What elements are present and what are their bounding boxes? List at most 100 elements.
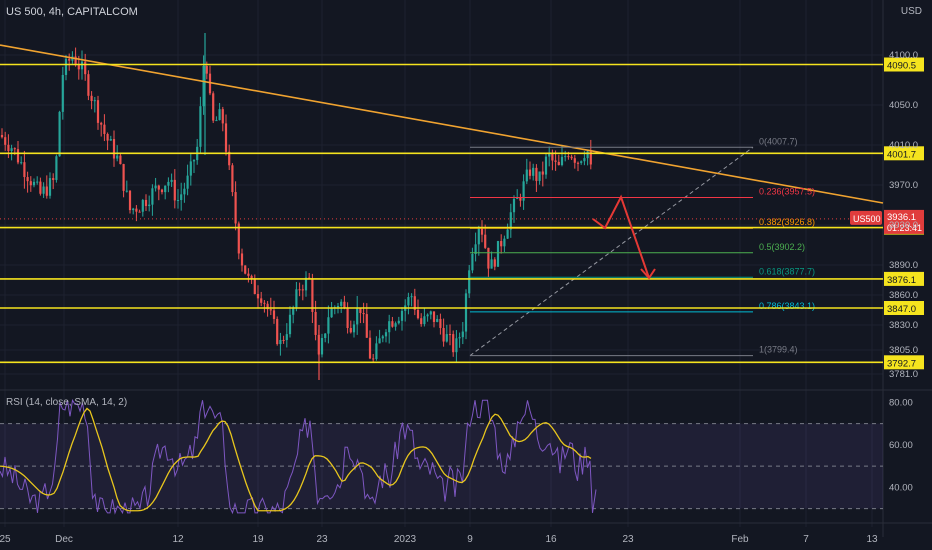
candle-up bbox=[509, 212, 512, 230]
candle-down bbox=[74, 56, 77, 66]
level-price-badge bbox=[884, 271, 924, 286]
candle-up bbox=[218, 109, 221, 121]
time-tick-label: 7 bbox=[803, 534, 809, 545]
time-tick-label: Dec bbox=[55, 534, 73, 545]
candle-up bbox=[503, 238, 506, 247]
candle-down bbox=[420, 318, 423, 325]
candle-up bbox=[295, 289, 298, 308]
candle-up bbox=[61, 74, 64, 112]
price-tick-label: 3805.0 bbox=[889, 345, 918, 356]
price-tick-label: 3930.0 bbox=[889, 220, 918, 231]
candle-down bbox=[416, 309, 420, 319]
time-tick-label: 16 bbox=[545, 534, 557, 545]
candle-down bbox=[205, 66, 208, 74]
price-tick-label: 4100.0 bbox=[889, 50, 918, 61]
candle-up bbox=[516, 197, 519, 199]
candle-down bbox=[90, 95, 93, 101]
candle-down bbox=[573, 158, 576, 163]
candle-up bbox=[285, 334, 288, 341]
rsi-title: RSI (14, close, SMA, 14, 2) bbox=[6, 397, 128, 408]
candles bbox=[0, 33, 592, 380]
candle-down bbox=[487, 247, 490, 269]
candle-up bbox=[522, 181, 525, 201]
candle-down bbox=[448, 334, 452, 336]
candle-down bbox=[570, 156, 573, 159]
rsi-pane[interactable] bbox=[0, 398, 883, 515]
candle-up bbox=[544, 156, 548, 175]
fib-level-label: 0(4007.7) bbox=[759, 136, 798, 146]
candle-up bbox=[423, 316, 426, 325]
time-tick-label: 12 bbox=[172, 534, 184, 545]
candle-up bbox=[580, 161, 583, 163]
candle-up bbox=[464, 293, 468, 332]
candle-down bbox=[77, 65, 80, 70]
price-tick-label: 4010.0 bbox=[889, 140, 918, 151]
candle-up bbox=[324, 333, 327, 339]
chart-title: US 500, 4h, CAPITALCOM bbox=[6, 6, 138, 18]
candle-up bbox=[490, 259, 493, 269]
candle-down bbox=[29, 181, 32, 186]
candle-up bbox=[186, 175, 189, 189]
candle-down bbox=[349, 327, 352, 333]
candle-down bbox=[480, 228, 484, 235]
time-tick-label: 9 bbox=[467, 534, 473, 545]
candle-up bbox=[36, 181, 39, 183]
candle-down bbox=[413, 296, 416, 310]
level-price-label: 3847.0 bbox=[887, 304, 916, 315]
candle-up bbox=[109, 139, 112, 141]
candle-up bbox=[394, 323, 397, 327]
candle-down bbox=[359, 307, 362, 313]
candle-down bbox=[452, 334, 455, 353]
candle-up bbox=[176, 200, 180, 202]
candle-up bbox=[279, 339, 282, 345]
candle-up bbox=[400, 310, 404, 321]
candle-up bbox=[132, 208, 135, 211]
candle-up bbox=[468, 270, 471, 294]
price-tick-label: 3890.0 bbox=[889, 260, 918, 271]
level-price-badge bbox=[884, 355, 924, 370]
candle-down bbox=[272, 310, 276, 319]
candle-down bbox=[45, 186, 48, 196]
candle-down bbox=[212, 93, 215, 121]
candle-up bbox=[583, 158, 586, 162]
candle-down bbox=[208, 73, 212, 94]
candle-down bbox=[244, 265, 247, 274]
candle-down bbox=[128, 190, 132, 211]
candle-down bbox=[144, 199, 148, 207]
candle-down bbox=[519, 197, 522, 201]
candle-down bbox=[250, 275, 253, 280]
candle-up bbox=[496, 241, 500, 267]
time-tick-label: 25 bbox=[0, 534, 11, 545]
candle-down bbox=[160, 189, 164, 193]
candle-up bbox=[304, 277, 308, 291]
level-price-badge bbox=[884, 301, 924, 315]
last-price-value: 3936.1 bbox=[887, 212, 916, 223]
trend-line bbox=[0, 44, 884, 204]
candle-up bbox=[461, 331, 464, 338]
candle-down bbox=[4, 137, 7, 145]
candle-up bbox=[55, 156, 58, 180]
candle-up bbox=[164, 185, 167, 193]
candle-up bbox=[48, 178, 52, 196]
candle-up bbox=[20, 162, 23, 164]
candle-down bbox=[39, 181, 42, 194]
candle-down bbox=[135, 208, 138, 212]
candle-up bbox=[292, 307, 295, 315]
candle-up bbox=[340, 301, 343, 306]
candle-up bbox=[410, 296, 413, 298]
candle-up bbox=[525, 169, 528, 182]
candle-up bbox=[192, 160, 196, 162]
candle-up bbox=[474, 244, 477, 254]
candle-up bbox=[58, 111, 61, 157]
candle-up bbox=[148, 204, 151, 207]
candle-up bbox=[32, 181, 36, 186]
level-price-label: 3792.7 bbox=[887, 358, 916, 369]
candle-down bbox=[84, 61, 87, 75]
candle-down bbox=[276, 318, 279, 345]
candle-up bbox=[532, 167, 535, 176]
candle-up bbox=[445, 334, 448, 342]
candle-down bbox=[541, 171, 544, 175]
